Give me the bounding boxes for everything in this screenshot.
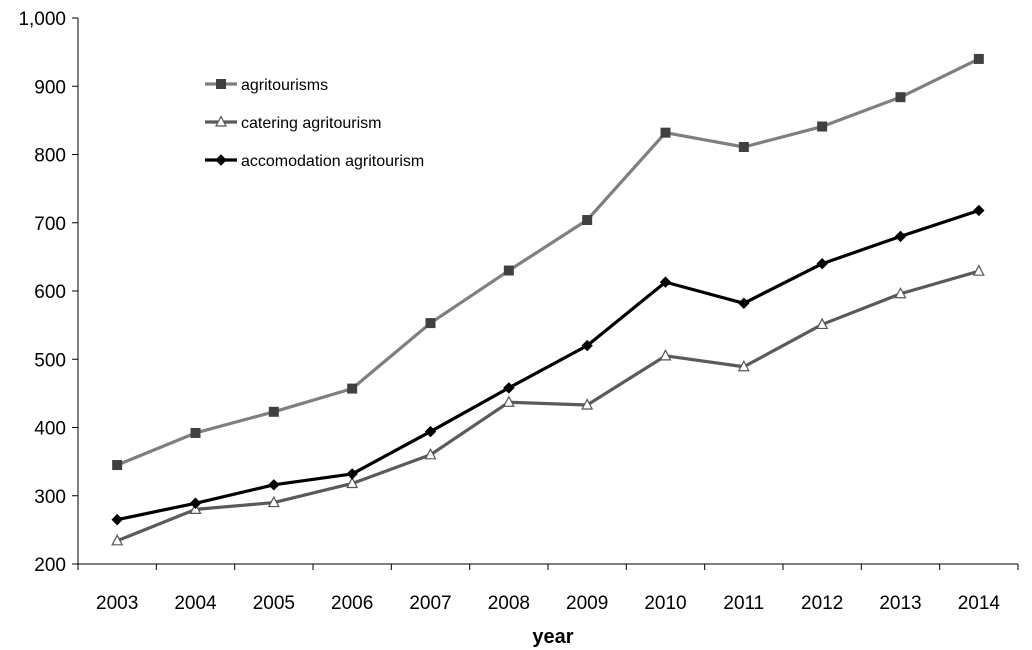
x-tick-label: 2006 bbox=[331, 593, 373, 614]
x-tick-label: 2011 bbox=[723, 593, 764, 614]
data-point-accomodation-agritourism bbox=[346, 468, 358, 480]
data-point-agritourisms bbox=[973, 53, 984, 64]
legend-swatch-marker bbox=[216, 79, 226, 89]
y-tick-label: 400 bbox=[34, 419, 66, 440]
x-tick-label: 2012 bbox=[801, 593, 843, 614]
data-point-accomodation-agritourism bbox=[111, 513, 123, 526]
series-group bbox=[111, 53, 985, 546]
series-agritourisms bbox=[112, 53, 984, 471]
data-point-catering-agritourism bbox=[111, 534, 124, 546]
data-point-agritourisms bbox=[660, 127, 671, 138]
data-point-accomodation-agritourism bbox=[894, 230, 907, 243]
data-point-accomodation-agritourism bbox=[424, 425, 437, 438]
data-point-accomodation-agritourism bbox=[503, 382, 515, 394]
x-tick-label: 2004 bbox=[174, 593, 217, 614]
y-tick-label: 200 bbox=[34, 555, 66, 576]
axes bbox=[72, 17, 1019, 570]
legend-label: agritourisms bbox=[241, 77, 328, 94]
data-point-catering-agritourism bbox=[502, 395, 515, 407]
legend-label: accomodation agritourism bbox=[241, 153, 424, 170]
data-point-catering-agritourism bbox=[659, 349, 672, 361]
series-accomodation-agritourism bbox=[111, 204, 985, 526]
data-point-accomodation-agritourism bbox=[581, 339, 593, 352]
data-point-agritourisms bbox=[817, 121, 828, 132]
x-tick-label: 2010 bbox=[644, 593, 686, 614]
data-point-agritourisms bbox=[112, 460, 123, 471]
data-point-catering-agritourism bbox=[267, 495, 280, 508]
data-point-catering-agritourism bbox=[816, 317, 829, 330]
data-point-accomodation-agritourism bbox=[268, 479, 280, 491]
data-point-catering-agritourism bbox=[894, 286, 907, 299]
data-point-agritourisms bbox=[268, 406, 279, 417]
y-axis-tick-labels: 200 300 400 500 600 700 800 900 1,000 bbox=[18, 9, 66, 576]
series-catering-agritourism bbox=[111, 264, 985, 546]
y-tick-label: 1,000 bbox=[18, 9, 66, 30]
series-line-agritourisms bbox=[116, 57, 980, 467]
y-tick-label: 800 bbox=[34, 146, 66, 167]
x-tick-label: 2013 bbox=[879, 593, 921, 614]
data-point-agritourisms bbox=[738, 141, 749, 152]
data-point-agritourisms bbox=[895, 92, 906, 103]
data-point-catering-agritourism bbox=[424, 448, 437, 460]
data-point-accomodation-agritourism bbox=[738, 297, 750, 309]
x-tick-label: 2008 bbox=[488, 593, 530, 614]
x-tick-label: 2007 bbox=[409, 593, 451, 614]
y-tick-label: 300 bbox=[34, 487, 66, 508]
data-point-agritourisms bbox=[425, 318, 436, 329]
data-point-catering-agritourism bbox=[972, 264, 985, 276]
data-point-accomodation-agritourism bbox=[816, 257, 828, 270]
series-line-catering-agritourism bbox=[116, 269, 980, 543]
legend-item-agritourisms: agritourisms bbox=[205, 77, 328, 94]
data-point-agritourisms bbox=[190, 427, 201, 438]
data-point-accomodation-agritourism bbox=[973, 204, 985, 217]
legend-swatch-marker bbox=[215, 115, 227, 127]
x-tick-label: 2009 bbox=[566, 593, 608, 614]
y-tick-label: 600 bbox=[34, 282, 66, 303]
series-line-accomodation-agritourism bbox=[116, 208, 980, 522]
legend-label: catering agritourism bbox=[241, 115, 382, 132]
legend-item-accomodation-agritourism: accomodation agritourism bbox=[205, 153, 424, 170]
data-point-catering-agritourism bbox=[346, 476, 359, 489]
data-point-agritourisms bbox=[582, 215, 593, 226]
data-point-agritourisms bbox=[347, 383, 358, 394]
data-point-agritourisms bbox=[503, 265, 514, 276]
x-tick-label: 2005 bbox=[253, 593, 295, 614]
y-tick-label: 900 bbox=[34, 77, 66, 98]
data-point-accomodation-agritourism bbox=[189, 497, 202, 509]
x-axis-tick-labels: 2003 2004 2005 2006 2007 2008 2009 2010 2011 2012… bbox=[96, 593, 1000, 614]
y-tick-label: 500 bbox=[34, 350, 66, 371]
x-tick-label: 2014 bbox=[958, 593, 1001, 614]
legend: agritourisms catering agritourism accomoda… bbox=[205, 77, 424, 170]
data-point-catering-agritourism bbox=[581, 398, 594, 410]
y-tick-label: 700 bbox=[34, 214, 66, 235]
data-point-catering-agritourism bbox=[737, 359, 750, 372]
x-tick-label: 2003 bbox=[96, 593, 138, 614]
x-axis-title: year bbox=[532, 626, 573, 648]
legend-item-catering-agritourism: catering agritourism bbox=[205, 115, 382, 132]
data-point-accomodation-agritourism bbox=[659, 276, 672, 288]
legend-swatch-marker bbox=[215, 154, 227, 166]
